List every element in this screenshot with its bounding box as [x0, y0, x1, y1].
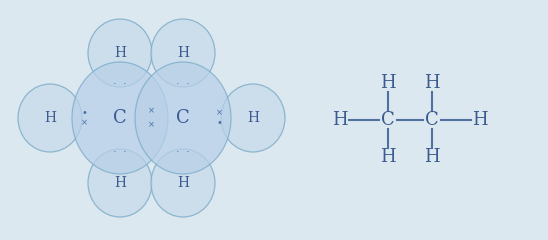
Text: H: H: [44, 111, 56, 125]
Text: ·: ·: [186, 79, 190, 89]
Ellipse shape: [88, 149, 152, 217]
Text: H: H: [247, 111, 259, 125]
Text: ×: ×: [81, 119, 88, 127]
Text: •: •: [216, 118, 222, 128]
Text: ·: ·: [123, 147, 127, 157]
Text: H: H: [472, 111, 488, 129]
Text: H: H: [424, 148, 440, 166]
Text: ·: ·: [186, 147, 190, 157]
Ellipse shape: [88, 19, 152, 87]
Text: ·: ·: [176, 79, 180, 89]
Text: C: C: [113, 109, 127, 127]
Text: C: C: [425, 111, 439, 129]
Text: H: H: [332, 111, 348, 129]
Text: ×: ×: [215, 108, 222, 118]
Text: C: C: [176, 109, 190, 127]
Text: H: H: [380, 74, 396, 92]
Text: •: •: [81, 108, 87, 118]
Text: ·: ·: [113, 79, 117, 89]
Text: ·: ·: [176, 147, 180, 157]
Ellipse shape: [135, 62, 231, 174]
Text: H: H: [177, 46, 189, 60]
Text: H: H: [177, 176, 189, 190]
Ellipse shape: [151, 19, 215, 87]
Ellipse shape: [221, 84, 285, 152]
Ellipse shape: [18, 84, 82, 152]
Text: C: C: [381, 111, 395, 129]
Text: H: H: [424, 74, 440, 92]
Ellipse shape: [151, 149, 215, 217]
Text: H: H: [114, 176, 126, 190]
Text: ·: ·: [123, 79, 127, 89]
Text: ×: ×: [148, 120, 155, 130]
Text: H: H: [380, 148, 396, 166]
Text: ×: ×: [148, 107, 155, 115]
Text: ·: ·: [113, 147, 117, 157]
Text: H: H: [114, 46, 126, 60]
Ellipse shape: [72, 62, 168, 174]
